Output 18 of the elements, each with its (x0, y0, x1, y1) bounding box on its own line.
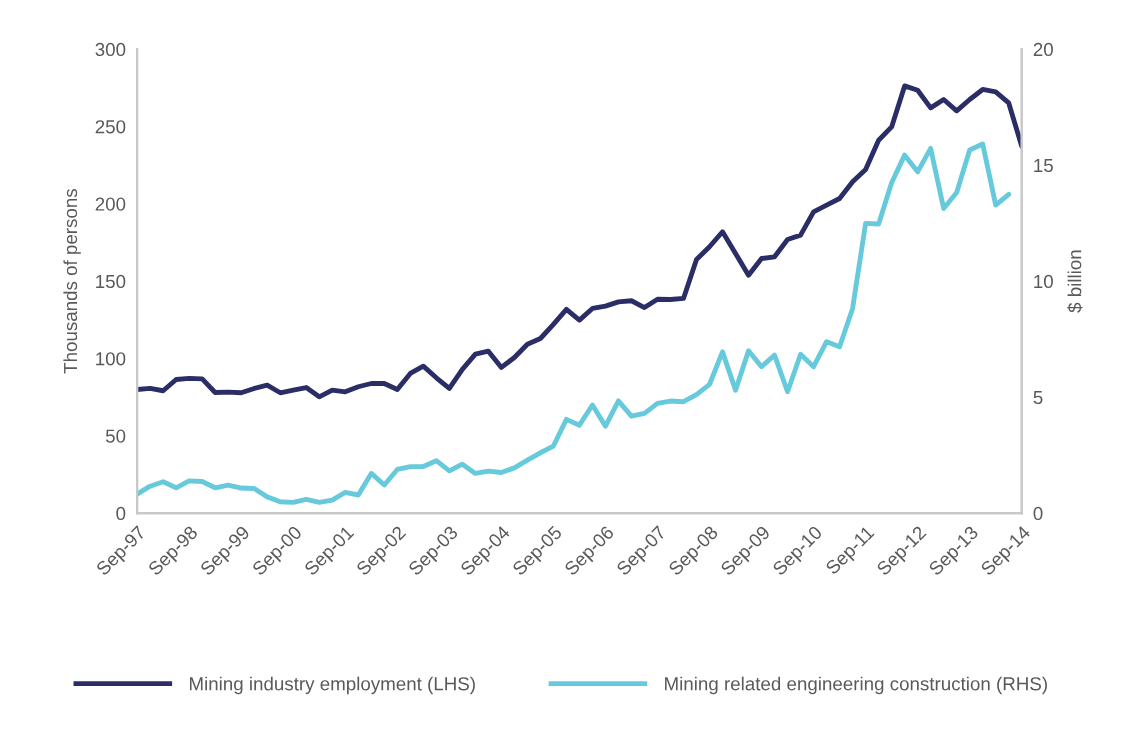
y2-tick-label: 5 (1033, 391, 1043, 405)
y2-tick-label: 10 (1034, 274, 1053, 289)
y2-tick-label: 15 (1034, 159, 1053, 173)
line-series (137, 83, 1022, 400)
y-tick-label: 250 (95, 120, 126, 134)
y-tick-label: 200 (95, 197, 126, 211)
y2-axis-title: $ billion (1067, 250, 1083, 313)
y2-tick-label: 0 (1033, 506, 1043, 521)
y-tick-label: 100 (96, 352, 126, 366)
y-tick-label: 50 (105, 429, 126, 443)
y-tick-label: 300 (95, 42, 126, 57)
y-tick-label: 0 (116, 506, 126, 521)
legend-label: Mining related engineering construction (RHS) (665, 676, 1047, 695)
legend-label: Mining industry employment (LHS) (189, 676, 475, 695)
line-series (137, 141, 1012, 505)
y-axis-title: Thousands of persons (63, 189, 81, 374)
y2-tick-label: 20 (1033, 42, 1053, 57)
y-tick-label: 150 (96, 274, 126, 289)
